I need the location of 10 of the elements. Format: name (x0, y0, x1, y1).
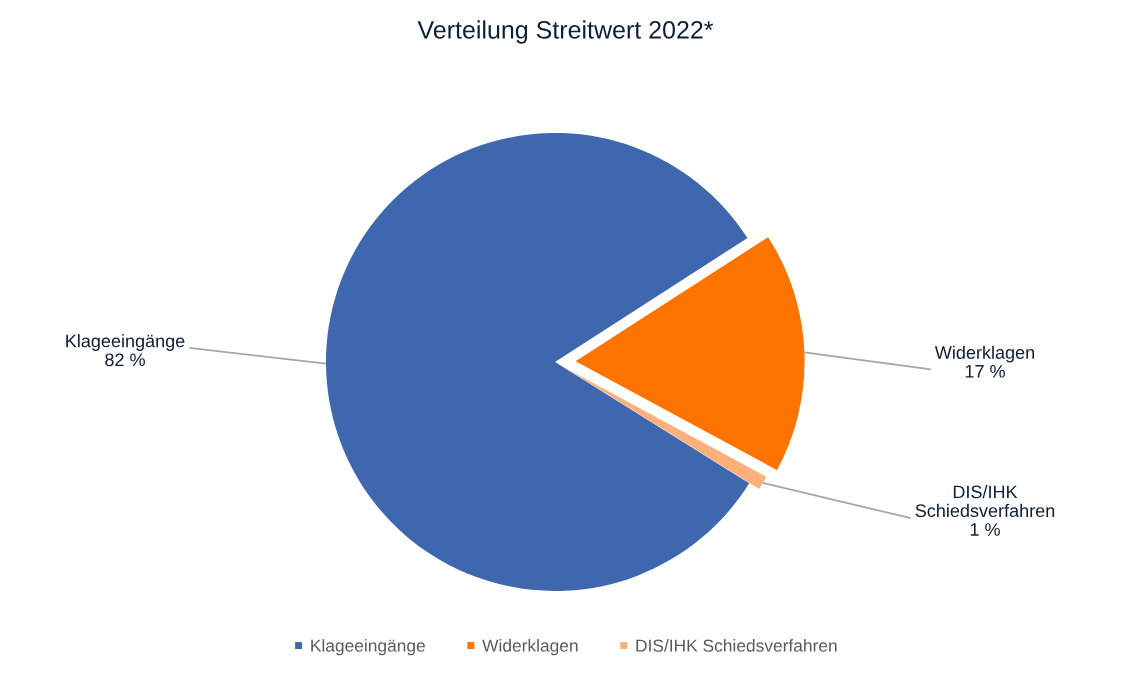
data-label: 17 % (965, 364, 1005, 378)
data-label: 82 % (105, 353, 145, 367)
slice-label: DIS/IHK Schiedsverfahren (915, 485, 1055, 518)
slice-label: Klageeingänge (66, 334, 185, 351)
slice-label: Widerklagen (934, 345, 1035, 363)
data-label: 1 % (970, 523, 1000, 536)
chart-title: Verteilung Streitwert 2022* (417, 20, 714, 44)
legend-label: Klageeingänge (311, 639, 425, 656)
legend-label: DIS/IHK Schiedsverfahren (636, 639, 837, 652)
legend-label: Widerklagen (482, 639, 578, 656)
